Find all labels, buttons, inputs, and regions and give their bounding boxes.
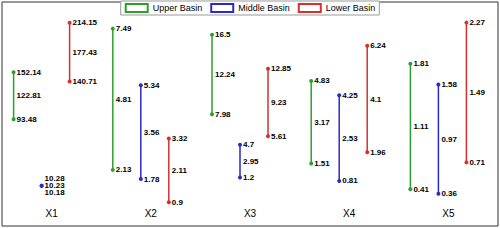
svg-text:3.56: 3.56: [144, 128, 160, 137]
svg-text:2.27: 2.27: [469, 18, 485, 27]
svg-text:2.11: 2.11: [172, 166, 188, 175]
svg-text:12.24: 12.24: [215, 70, 236, 79]
svg-text:10.28: 10.28: [44, 174, 65, 184]
svg-text:1.96: 1.96: [370, 148, 386, 157]
svg-text:9.23: 9.23: [271, 98, 287, 107]
svg-text:3.32: 3.32: [172, 134, 188, 143]
svg-text:1.49: 1.49: [469, 88, 485, 97]
svg-text:2.53: 2.53: [342, 134, 358, 143]
svg-text:X2: X2: [145, 208, 158, 219]
svg-text:X1: X1: [45, 208, 58, 219]
svg-text:0.41: 0.41: [413, 185, 429, 194]
svg-text:1.58: 1.58: [441, 80, 457, 89]
svg-text:2.95: 2.95: [243, 157, 259, 166]
svg-text:4.1: 4.1: [370, 95, 382, 104]
svg-text:5.34: 5.34: [144, 81, 160, 90]
svg-text:12.85: 12.85: [271, 64, 292, 73]
svg-text:4.7: 4.7: [243, 140, 255, 149]
svg-text:0.81: 0.81: [342, 176, 358, 185]
svg-text:Lower Basin: Lower Basin: [326, 3, 376, 13]
svg-text:4.25: 4.25: [342, 91, 358, 100]
svg-text:5.61: 5.61: [271, 132, 287, 141]
svg-text:10.23: 10.23: [44, 181, 65, 191]
svg-text:1.81: 1.81: [413, 59, 429, 68]
svg-text:122.81: 122.81: [17, 91, 42, 100]
svg-text:140.71: 140.71: [73, 77, 98, 86]
svg-text:7.98: 7.98: [215, 110, 231, 119]
svg-text:0.9: 0.9: [172, 198, 184, 207]
svg-text:1.2: 1.2: [243, 173, 255, 182]
svg-text:1.11: 1.11: [413, 122, 429, 131]
svg-text:16.5: 16.5: [215, 30, 231, 39]
svg-text:10.18: 10.18: [45, 188, 66, 197]
svg-text:X3: X3: [244, 208, 257, 219]
svg-text:4.81: 4.81: [116, 95, 132, 104]
svg-text:2.13: 2.13: [116, 165, 132, 174]
svg-text:0.36: 0.36: [441, 189, 457, 198]
svg-text:1.51: 1.51: [314, 159, 330, 168]
svg-text:177.43: 177.43: [73, 48, 98, 57]
svg-text:Middle Basin: Middle Basin: [238, 3, 290, 13]
svg-text:0.97: 0.97: [441, 135, 457, 144]
svg-text:Upper Basin: Upper Basin: [153, 3, 203, 13]
svg-text:3.17: 3.17: [314, 118, 330, 127]
svg-text:214.15: 214.15: [73, 18, 98, 27]
svg-text:X4: X4: [343, 208, 356, 219]
svg-text:4.83: 4.83: [314, 76, 330, 85]
svg-text:1.78: 1.78: [144, 175, 160, 184]
svg-text:93.48: 93.48: [17, 115, 38, 124]
svg-text:152.14: 152.14: [17, 68, 42, 77]
svg-text:0.71: 0.71: [469, 158, 485, 167]
svg-text:6.24: 6.24: [370, 41, 386, 50]
svg-text:X5: X5: [442, 208, 455, 219]
svg-text:7.49: 7.49: [116, 24, 132, 33]
